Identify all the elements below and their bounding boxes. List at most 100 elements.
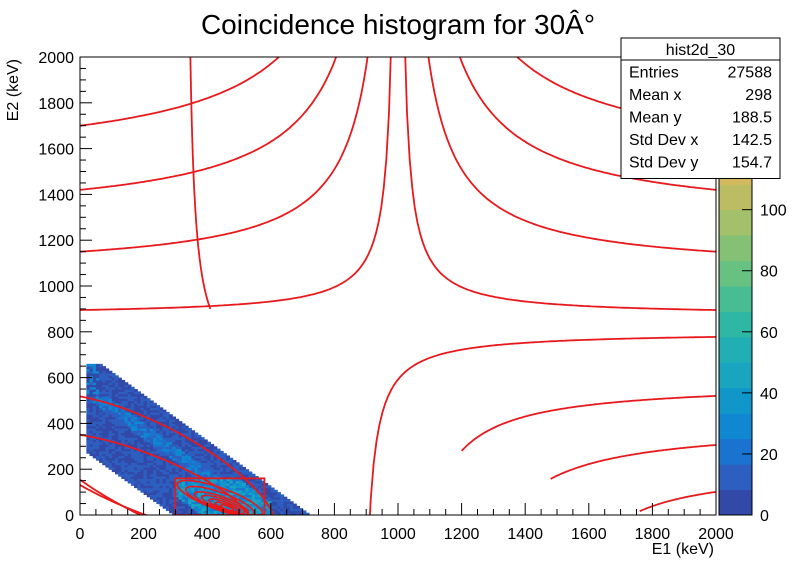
heat-cell xyxy=(197,503,202,507)
heat-cell xyxy=(239,489,243,493)
heat-cell xyxy=(229,462,234,466)
heat-cell xyxy=(159,476,164,479)
heat-cell xyxy=(175,446,180,450)
heat-cell xyxy=(165,508,170,512)
heat-cell xyxy=(108,370,113,374)
heat-cell xyxy=(130,480,135,484)
heat-cell xyxy=(105,398,110,402)
heat-cell xyxy=(159,471,164,475)
heat-cell xyxy=(194,439,199,443)
heat-cell xyxy=(137,393,142,397)
heat-cell xyxy=(146,494,151,498)
heat-cell xyxy=(181,444,186,447)
heat-cell xyxy=(296,510,301,514)
heat-cell xyxy=(92,425,97,429)
heat-cell xyxy=(184,496,189,500)
heat-cell xyxy=(172,425,176,429)
heat-cell xyxy=(95,439,100,443)
heat-cell xyxy=(165,498,170,502)
heat-cell xyxy=(162,414,167,418)
heat-cell xyxy=(194,455,199,459)
heat-cell xyxy=(156,473,161,477)
heat-cell xyxy=(280,503,285,507)
heat-cell xyxy=(251,496,256,500)
heat-cell xyxy=(165,434,170,438)
heat-cell xyxy=(169,464,173,468)
heat-cell xyxy=(162,434,167,438)
heat-cell xyxy=(140,423,145,427)
heat-cell xyxy=(175,455,180,459)
heat-cell xyxy=(172,512,176,515)
heat-cell xyxy=(124,416,129,420)
heat-cell xyxy=(159,487,164,491)
heat-cell xyxy=(169,425,173,429)
heat-cell xyxy=(140,402,145,406)
heat-cell xyxy=(134,482,138,486)
heat-cell xyxy=(194,510,199,514)
heat-cell xyxy=(258,501,262,505)
heat-cell xyxy=(118,469,122,473)
heat-cell xyxy=(232,462,237,466)
heat-cell xyxy=(108,416,113,420)
heat-cell xyxy=(200,466,205,470)
heat-cell xyxy=(258,496,262,500)
heat-cell xyxy=(286,512,291,515)
heat-cell xyxy=(184,501,189,505)
heat-cell xyxy=(140,478,145,482)
heat-cell xyxy=(188,487,192,491)
heat-cell xyxy=(137,450,142,454)
heat-cell xyxy=(86,439,91,443)
heat-cell xyxy=(264,496,269,500)
heat-cell xyxy=(140,464,145,468)
heat-cell xyxy=(270,494,275,498)
heat-cell xyxy=(92,373,97,376)
heat-cell xyxy=(92,389,97,392)
heat-cell xyxy=(204,441,208,445)
heat-cell xyxy=(204,485,208,489)
heat-cell xyxy=(245,485,250,489)
heat-cell xyxy=(194,512,199,515)
heat-cell xyxy=(146,480,151,484)
x-tick-label: 600 xyxy=(257,526,284,543)
stats-value: 142.5 xyxy=(732,132,772,149)
heat-cell xyxy=(99,448,103,452)
heat-cell xyxy=(95,375,100,379)
heat-cell xyxy=(229,492,234,495)
heat-cell xyxy=(273,489,278,493)
heat-cell xyxy=(149,441,154,445)
heat-cell xyxy=(156,466,161,470)
heat-cell xyxy=(197,457,202,461)
heat-cell xyxy=(191,462,196,466)
heat-cell xyxy=(137,439,142,443)
heat-cell xyxy=(156,434,161,438)
heat-cell xyxy=(239,496,243,500)
heat-cell xyxy=(153,492,157,495)
heat-cell xyxy=(118,448,122,452)
heat-cell xyxy=(86,421,91,424)
heat-cell xyxy=(108,391,113,395)
heat-cell xyxy=(242,489,246,493)
heat-cell xyxy=(146,466,151,470)
heat-cell xyxy=(108,444,113,447)
heat-cell xyxy=(207,460,211,463)
stats-label: Entries xyxy=(629,65,679,82)
heat-cell xyxy=(181,485,186,489)
heat-cell xyxy=(146,432,151,436)
heat-cell xyxy=(235,492,240,495)
heat-cell xyxy=(105,384,110,388)
heat-cell xyxy=(108,466,113,470)
heat-cell xyxy=(254,494,259,498)
heat-cell xyxy=(134,423,138,427)
heat-cell xyxy=(118,421,122,424)
heat-cell xyxy=(143,487,148,491)
heat-cell xyxy=(162,432,167,436)
heat-cell xyxy=(153,485,157,489)
heat-cell xyxy=(223,505,227,509)
heat-cell xyxy=(226,460,231,463)
heat-cell xyxy=(127,391,132,395)
heat-cell xyxy=(181,437,186,441)
heat-cell xyxy=(114,455,119,459)
heat-cell xyxy=(111,466,116,470)
heat-cell xyxy=(121,469,126,473)
y-tick-label: 1000 xyxy=(38,279,74,296)
